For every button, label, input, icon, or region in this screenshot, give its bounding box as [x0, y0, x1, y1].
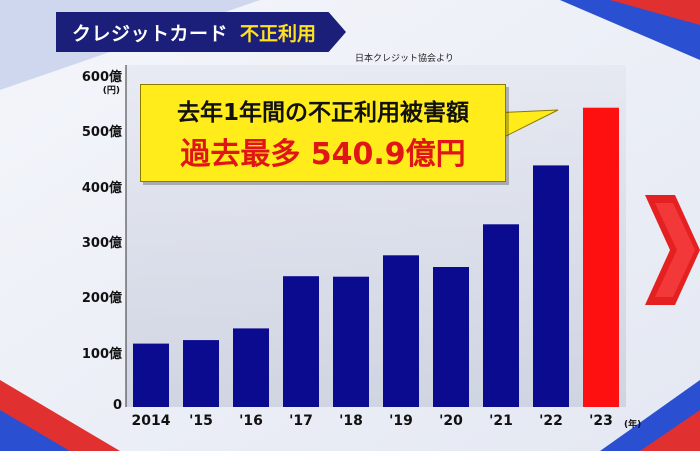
page-title: クレジットカード	[72, 22, 229, 45]
bar-8	[533, 165, 569, 407]
x-tick-label: '19	[389, 413, 413, 429]
y-tick-label: 300億	[81, 236, 122, 251]
bar-0	[133, 343, 169, 407]
x-tick-label: '22	[539, 413, 563, 429]
x-tick-label: '17	[289, 413, 313, 429]
title-banner: クレジットカード 不正利用	[56, 12, 346, 52]
callout-heading: 去年1年間の不正利用被害額	[176, 100, 469, 126]
x-tick-label: '18	[339, 413, 363, 429]
source-note: 日本クレジット協会より	[355, 54, 454, 64]
x-tick-label: '16	[239, 413, 263, 429]
y-tick-label: 100億	[81, 346, 122, 362]
bar-5	[383, 255, 419, 407]
y-tick-label: 200億	[81, 291, 122, 307]
bar-2	[233, 328, 269, 407]
bar-3	[283, 276, 319, 407]
callout-highlight: 過去最多 540.9億円	[180, 137, 466, 172]
x-tick-label: '21	[489, 413, 513, 429]
bar-7	[483, 224, 519, 407]
bar-4	[333, 276, 369, 407]
callout-pointer	[490, 109, 559, 145]
y-tick-label: 600億	[81, 70, 122, 85]
y-tick-label: 500億	[81, 125, 122, 141]
bar-1	[183, 340, 219, 407]
x-tick-label: '15	[189, 413, 213, 429]
bar-9	[583, 107, 619, 407]
page-subtitle: 不正利用	[240, 22, 317, 45]
y-tick-label: 400億	[81, 180, 122, 196]
y-unit-label: (円)	[102, 86, 120, 96]
x-tick-label: '23	[589, 413, 613, 429]
x-tick-label: 2014	[131, 413, 171, 429]
bar-6	[433, 267, 469, 407]
x-unit-label: (年)	[624, 420, 642, 430]
chevron-right-icon	[645, 195, 700, 305]
y-tick-label: 0	[112, 398, 122, 413]
callout-box: 去年1年間の不正利用被害額 過去最多 540.9億円	[140, 84, 506, 182]
x-tick-label: '20	[439, 413, 463, 429]
